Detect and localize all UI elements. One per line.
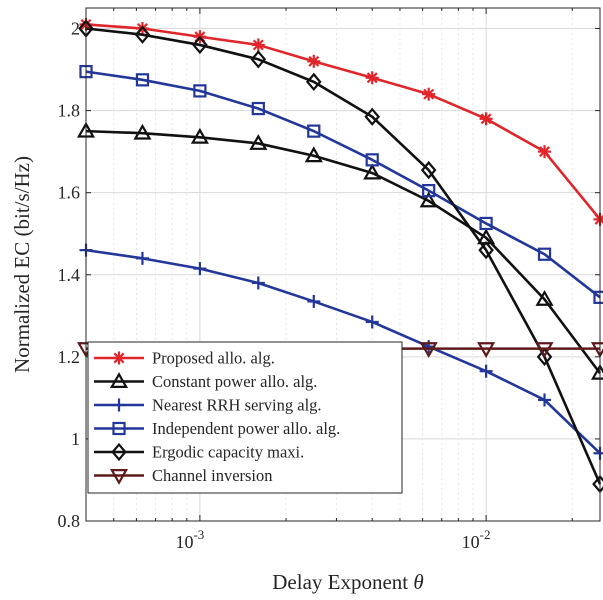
data-point (537, 247, 552, 261)
data-point (305, 72, 322, 92)
data-point (538, 393, 552, 407)
x-axis-label-text: Delay Exponent (272, 570, 413, 594)
data-point (249, 134, 268, 150)
data-point (250, 50, 267, 69)
data-point (109, 469, 129, 485)
legend-label: Nearest RRH serving alg. (152, 396, 322, 415)
series-4 (79, 64, 603, 304)
legend-entry: Constant power allo. alg. (94, 372, 317, 391)
y-tick-label: 1 (71, 429, 80, 449)
data-point (479, 112, 493, 126)
x-tick-base: 10 (175, 532, 193, 552)
series-line (85, 27, 602, 485)
data-point (192, 35, 208, 55)
legend-label: Constant power allo. alg. (152, 372, 317, 391)
x-tick-label: 10-3 (175, 527, 204, 552)
x-tick-exponent: -2 (480, 527, 491, 542)
data-point (420, 160, 437, 180)
y-tick-label: 2 (71, 19, 80, 39)
data-point (422, 184, 436, 198)
data-point (419, 191, 438, 208)
data-point (364, 107, 381, 126)
data-point (193, 84, 207, 98)
data-point (363, 163, 382, 180)
x-tick-base: 10 (462, 532, 480, 552)
legend-entry: Ergodic capacity maxi. (94, 443, 304, 462)
y-tick-label: 1.4 (58, 265, 81, 285)
data-point (535, 342, 554, 358)
data-point (535, 290, 554, 306)
legend-label: Proposed allo. alg. (152, 349, 275, 368)
data-point (251, 38, 265, 52)
data-point (112, 398, 126, 412)
data-point (419, 342, 438, 358)
data-point (109, 372, 129, 388)
y-tick-label: 1.6 (58, 183, 81, 203)
data-point (538, 145, 552, 159)
data-point (190, 127, 209, 144)
legend-box (87, 341, 403, 494)
data-point (422, 87, 436, 101)
y-axis-label: Normalized EC (bit/s/Hz) (10, 156, 34, 373)
data-point (307, 54, 321, 68)
data-point (135, 73, 150, 87)
data-point (536, 347, 553, 367)
legend-entry: Independent power allo. alg. (94, 419, 340, 438)
x-axis-label: Delay Exponent θ (272, 570, 423, 594)
legend-label: Ergodic capacity maxi. (152, 443, 304, 462)
legend-entry: Channel inversion (94, 466, 273, 485)
y-tick-label: 1.8 (58, 101, 81, 121)
data-point (479, 216, 493, 231)
y-tick-label: 1.2 (58, 347, 81, 367)
data-point (112, 421, 126, 436)
series-line (85, 70, 601, 299)
data-point (112, 351, 126, 365)
data-point (133, 123, 152, 140)
series-line (85, 129, 602, 375)
data-point (477, 342, 496, 358)
data-point (135, 251, 149, 265)
data-point (134, 25, 151, 44)
data-point (111, 442, 127, 462)
data-point (304, 146, 323, 163)
legend: Proposed allo. alg. Constant power allo. … (87, 341, 403, 494)
data-point (193, 262, 207, 276)
data-point (307, 124, 321, 138)
x-tick-label: 10-2 (462, 527, 491, 552)
data-point (251, 276, 265, 290)
data-point (307, 294, 321, 308)
x-tick-exponent: -3 (193, 527, 204, 542)
series-3 (79, 243, 603, 460)
legend-entry: Nearest RRH serving alg. (94, 396, 322, 415)
data-point (365, 153, 379, 167)
legend-label: Independent power allo. alg. (152, 419, 340, 438)
legend-entry: Proposed allo. alg. (94, 349, 275, 368)
series-line (85, 23, 602, 221)
x-axis-label-symbol: θ (413, 570, 423, 594)
legend-label: Channel inversion (152, 466, 273, 485)
data-point (478, 240, 494, 260)
data-point (365, 315, 379, 329)
data-point (251, 101, 265, 116)
y-tick-label: 0.8 (58, 511, 81, 531)
plot-frame (85, 7, 601, 522)
data-point (479, 364, 493, 378)
data-point (365, 71, 379, 85)
series-line (85, 248, 601, 455)
